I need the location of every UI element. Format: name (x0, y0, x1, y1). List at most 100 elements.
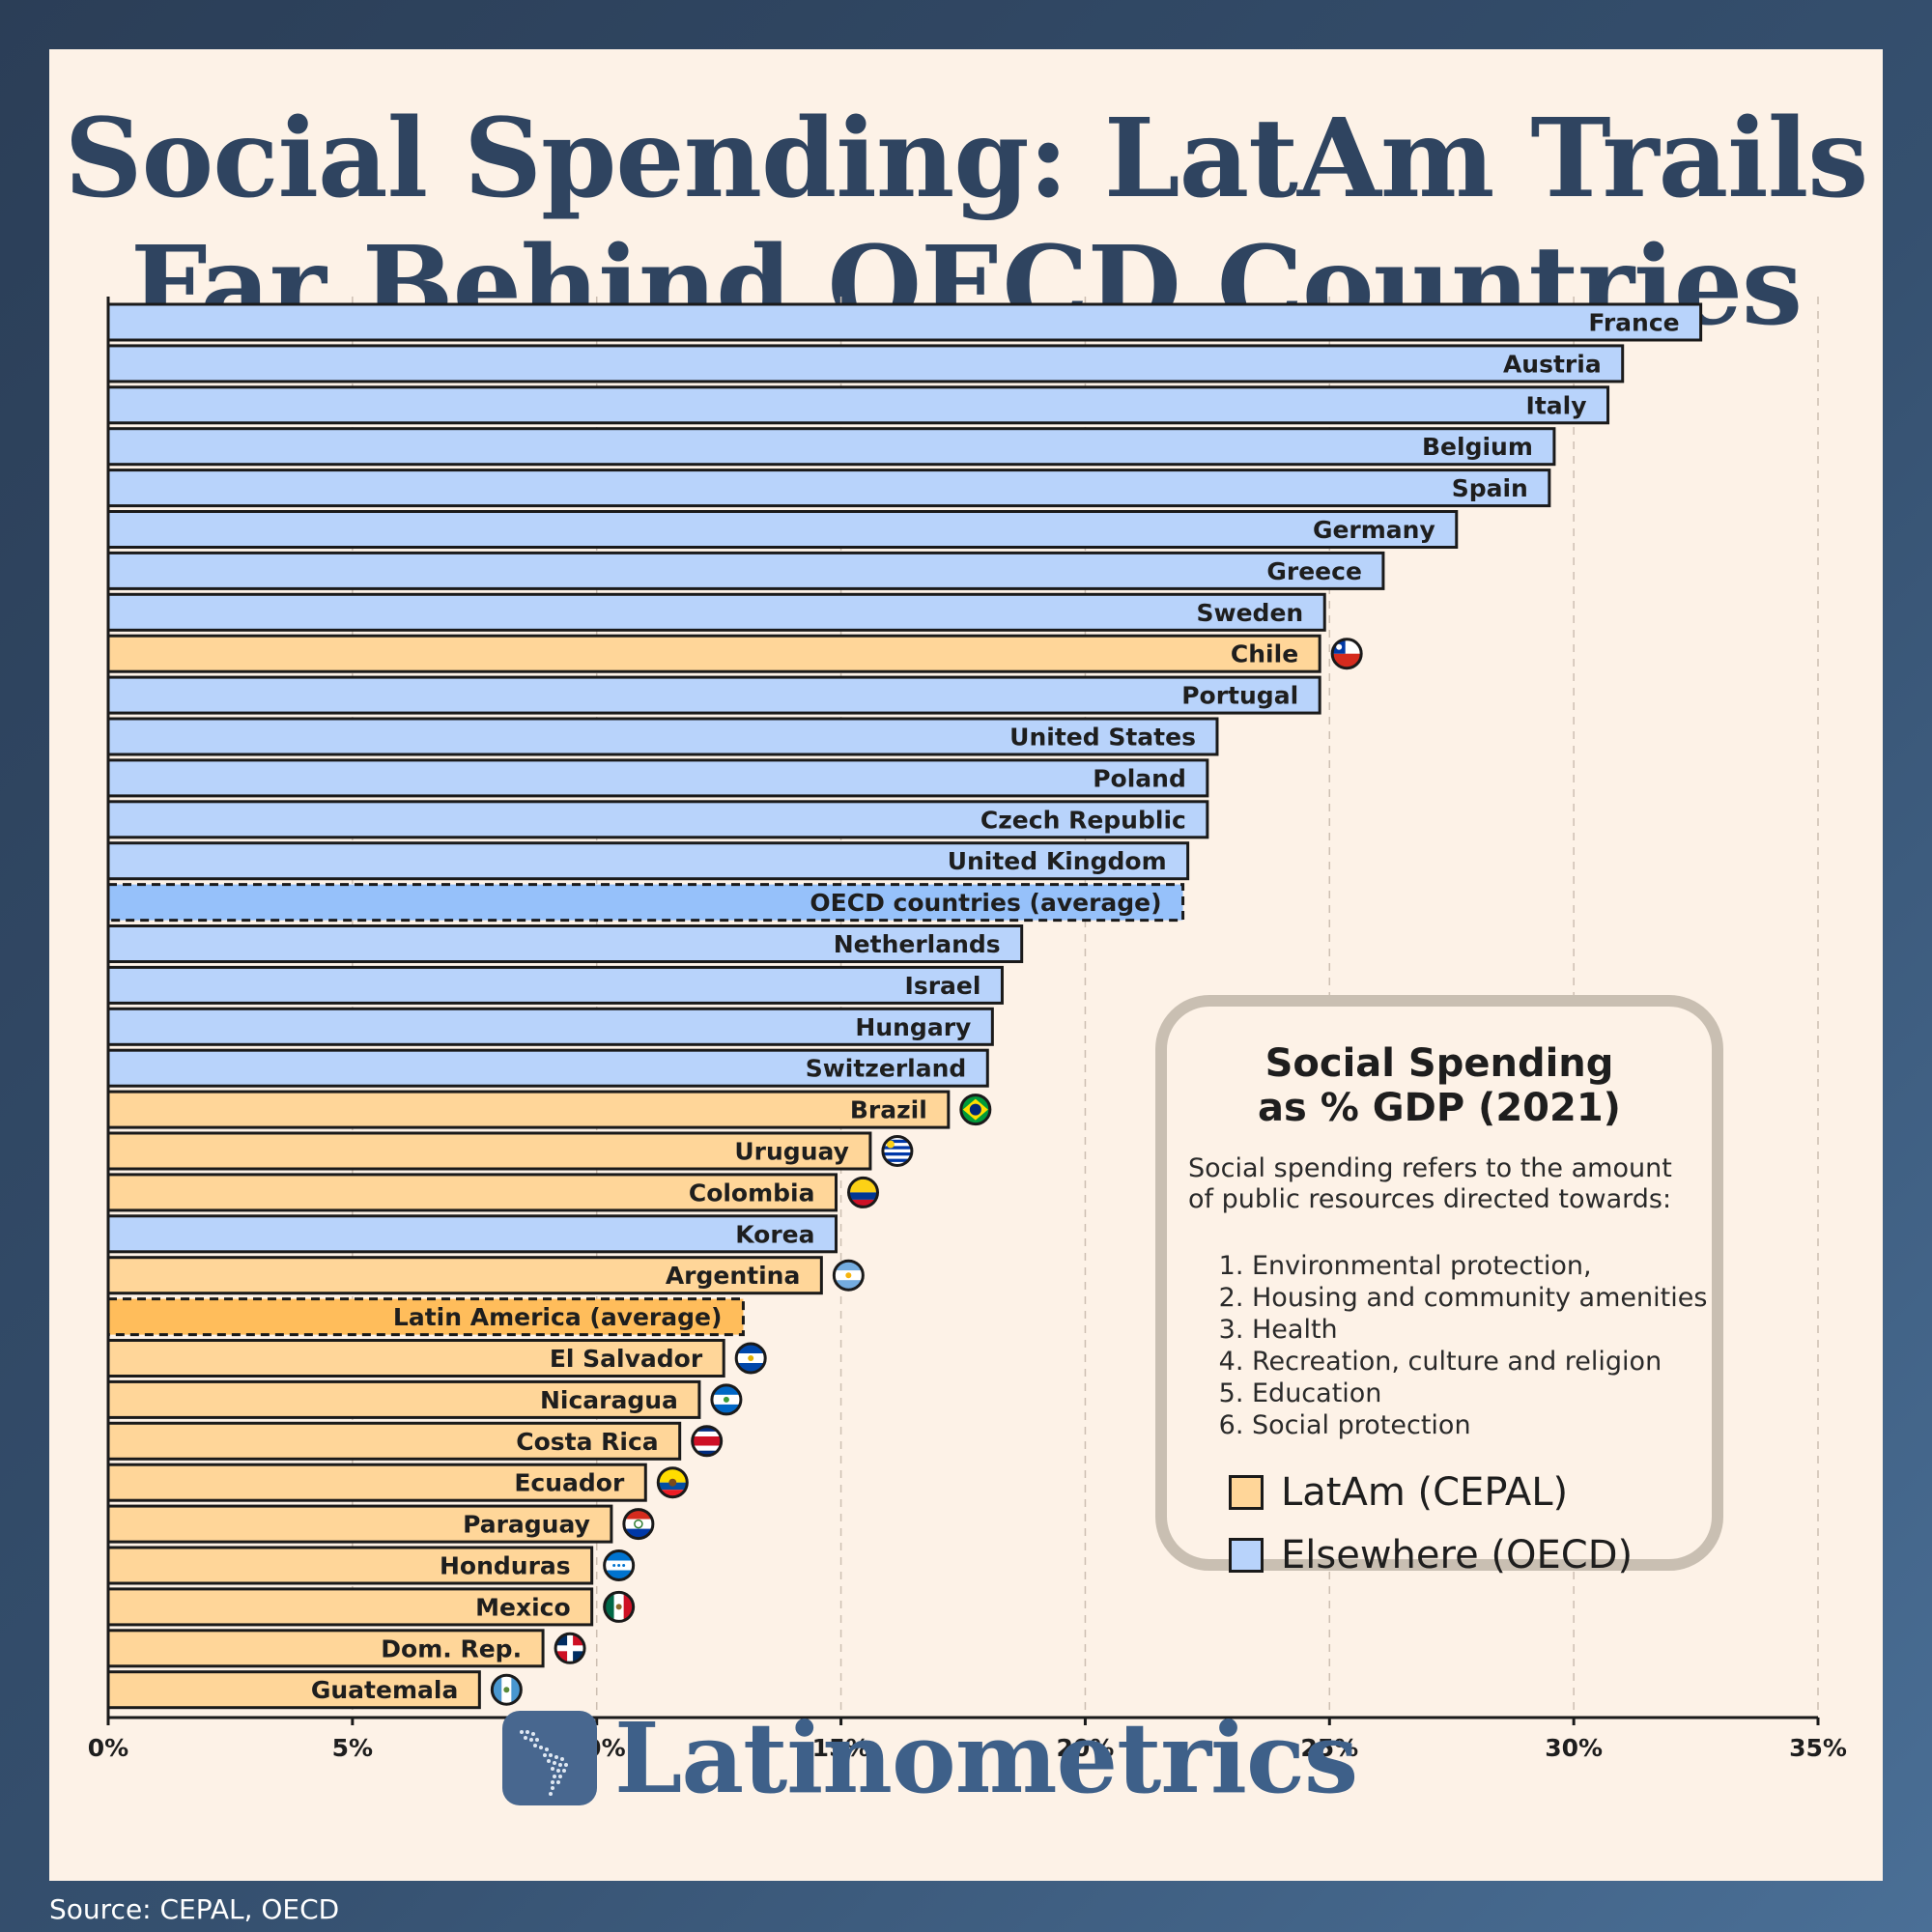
source-note: Source: CEPAL, OECD (49, 1893, 340, 1925)
bar-italy (106, 385, 1610, 425)
guatemala-flag-icon (490, 1673, 523, 1706)
bar-label-honduras: Honduras (440, 1552, 571, 1580)
legend-description-line-1: Social spending refers to the amount (1188, 1153, 1672, 1183)
x-tick-label: 15% (812, 1734, 870, 1762)
uruguay-flag-icon (881, 1135, 914, 1167)
bar-uruguay (106, 1131, 872, 1171)
bar-czech-republic (106, 800, 1209, 839)
bar-sweden (106, 592, 1326, 632)
x-tick-label: 35% (1789, 1734, 1847, 1762)
brazil-flag-icon (959, 1094, 992, 1126)
bar-united-kingdom (106, 841, 1190, 881)
bar-dom-rep (106, 1629, 545, 1668)
chile-flag-icon (1330, 638, 1363, 670)
nicaragua-flag-icon (710, 1383, 743, 1416)
bar-label-brazil: Brazil (850, 1096, 927, 1124)
bar-label-belgium: Belgium (1422, 433, 1533, 461)
bar-label-ecuador: Ecuador (514, 1469, 625, 1497)
bar-germany (106, 510, 1459, 549)
x-tick-label: 30% (1545, 1734, 1603, 1762)
bar-label-germany: Germany (1313, 516, 1435, 544)
bar-label-chile: Chile (1231, 640, 1298, 668)
x-tick-label: 20% (1057, 1734, 1115, 1762)
legend-category-item: Environmental protection, (1252, 1250, 1712, 1282)
bar-france (106, 302, 1703, 342)
legend-category-item: Recreation, culture and religion (1252, 1346, 1712, 1378)
bar-label-guatemala: Guatemala (311, 1676, 458, 1704)
bar-label-el-salvador: El Salvador (550, 1345, 703, 1373)
colombia-flag-icon (847, 1176, 880, 1208)
legend-title: Social Spending as % GDP (2021) (1167, 1041, 1712, 1130)
bar-greece (106, 551, 1385, 590)
bar-chile (106, 634, 1321, 673)
bar-belgium (106, 427, 1556, 467)
costa-rica-flag-icon (691, 1425, 724, 1458)
bar-label-colombia: Colombia (689, 1179, 815, 1207)
bar-austria (106, 344, 1625, 384)
legend-box: Social Spending as % GDP (2021) Social s… (1155, 995, 1723, 1577)
legend-key-oecd-label: Elsewhere (OECD) (1281, 1533, 1634, 1577)
bar-israel (106, 965, 1004, 1005)
legend-category-item: Education (1252, 1378, 1712, 1409)
legend-title-line-1: Social Spending (1264, 1041, 1614, 1086)
bar-label-switzerland: Switzerland (806, 1055, 967, 1083)
bar-el-salvador (106, 1339, 725, 1378)
bar-label-spain: Spain (1452, 474, 1528, 502)
bar-netherlands (106, 924, 1024, 963)
legend-key-oecd: Elsewhere (OECD) (1229, 1534, 1633, 1577)
legend-swatch-oecd (1229, 1538, 1264, 1573)
bar-label-israel: Israel (905, 972, 981, 1000)
bar-switzerland (106, 1048, 989, 1088)
bar-brazil (106, 1090, 951, 1129)
bar-label-france: France (1588, 309, 1679, 337)
bar-label-united-kingdom: United Kingdom (948, 847, 1167, 875)
bar-ecuador (106, 1463, 647, 1502)
bar-korea (106, 1214, 838, 1254)
el-salvador-flag-icon (734, 1342, 767, 1375)
bar-label-greece: Greece (1266, 557, 1362, 585)
bar-argentina (106, 1256, 823, 1295)
legend-category-item: Social protection (1252, 1409, 1712, 1441)
mexico-flag-icon (603, 1590, 636, 1623)
argentina-flag-icon (832, 1259, 865, 1292)
chart-title-line-1: Social Spending: LatAm Trails (64, 96, 1869, 222)
honduras-flag-icon (603, 1549, 636, 1581)
bar-label-dom-rep: Dom. Rep. (381, 1634, 522, 1662)
bar-label-poland: Poland (1093, 764, 1186, 792)
x-tick-label: 5% (332, 1734, 373, 1762)
bar-spain (106, 469, 1551, 508)
bar-label-uruguay: Uruguay (734, 1138, 849, 1166)
paraguay-flag-icon (622, 1508, 655, 1541)
bar-label-costa-rica: Costa Rica (516, 1428, 658, 1456)
latin-america-map-icon (502, 1711, 597, 1805)
bar-label-paraguay: Paraguay (463, 1511, 590, 1539)
bar-label-united-states: United States (1009, 724, 1196, 752)
bar-poland (106, 758, 1209, 798)
legend-key-latam-label: LatAm (CEPAL) (1281, 1470, 1569, 1515)
brand-logo: Latinometrics (502, 1701, 1358, 1815)
bar-label-mexico: Mexico (475, 1593, 571, 1621)
legend-category-item: Health (1252, 1314, 1712, 1346)
bar-label-italy: Italy (1526, 391, 1587, 419)
bar-label-nicaragua: Nicaragua (540, 1386, 678, 1414)
legend-key-latam: LatAm (CEPAL) (1229, 1471, 1568, 1514)
bar-label-portugal: Portugal (1181, 682, 1298, 710)
bar-label-oecd-countries-average: OECD countries (average) (810, 889, 1161, 917)
x-tick-label: 0% (88, 1734, 128, 1762)
bar-label-korea: Korea (735, 1220, 814, 1248)
bar-label-sweden: Sweden (1197, 599, 1304, 627)
dominican-republic-flag-icon (554, 1632, 586, 1664)
legend-category-list: Environmental protection, Housing and co… (1188, 1250, 1712, 1441)
x-tick-label: 25% (1300, 1734, 1358, 1762)
brand-name: Latinometrics (614, 1701, 1358, 1815)
bar-label-netherlands: Netherlands (834, 930, 1001, 958)
bar-label-latin-america-average: Latin America (average) (393, 1303, 723, 1331)
bar-label-argentina: Argentina (666, 1262, 801, 1290)
bar-paraguay (106, 1504, 613, 1544)
legend-category-item: Housing and community amenities (1252, 1282, 1712, 1314)
bar-portugal (106, 675, 1321, 715)
legend-title-line-2: as % GDP (2021) (1258, 1086, 1621, 1130)
bar-guatemala (106, 1670, 481, 1710)
legend-description: Social spending refers to the amount of … (1188, 1153, 1712, 1215)
